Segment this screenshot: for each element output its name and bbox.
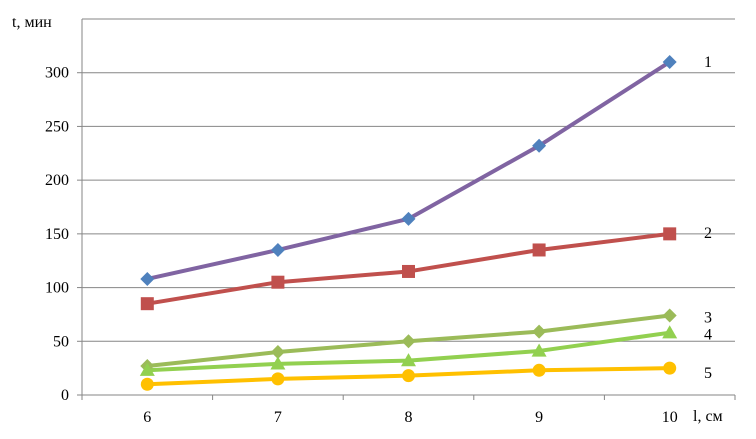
series-labels: 1 2 34 5 bbox=[704, 54, 712, 382]
y-axis-title: t, мин bbox=[12, 14, 52, 31]
data-point-marker bbox=[401, 211, 416, 226]
series-label-1: 1 bbox=[704, 54, 712, 71]
data-point-marker bbox=[663, 227, 677, 241]
y-tick-label: 200 bbox=[45, 172, 69, 189]
x-tick-label: 10 bbox=[662, 409, 678, 426]
axes: 0 50 100 150 200 250 300 6 7 8 9 10 bbox=[45, 19, 736, 426]
data-point-marker bbox=[270, 242, 285, 257]
series-markers bbox=[139, 54, 678, 391]
data-point-marker bbox=[140, 377, 154, 391]
y-tick-label: 0 bbox=[61, 387, 69, 404]
data-point-marker bbox=[532, 324, 547, 339]
data-point-marker bbox=[662, 325, 678, 339]
data-point-marker bbox=[531, 343, 547, 357]
data-point-marker bbox=[140, 297, 154, 311]
x-tick-label: 8 bbox=[405, 409, 413, 426]
series-label-2: 2 bbox=[704, 225, 712, 242]
data-point-marker bbox=[401, 334, 416, 349]
series-label-3: 3 bbox=[704, 310, 712, 327]
x-axis-title: l, см bbox=[693, 408, 723, 425]
data-point-marker bbox=[270, 345, 285, 360]
data-point-marker bbox=[663, 361, 677, 375]
data-point-marker bbox=[140, 271, 155, 286]
data-point-marker bbox=[139, 362, 155, 376]
data-point-marker bbox=[532, 243, 546, 257]
data-point-marker bbox=[532, 363, 546, 377]
y-tick-label: 250 bbox=[45, 118, 69, 135]
data-point-marker bbox=[270, 356, 286, 370]
data-point-marker bbox=[402, 369, 415, 383]
y-tick-label: 150 bbox=[45, 226, 69, 243]
data-point-marker bbox=[401, 353, 416, 367]
data-point-marker bbox=[271, 372, 285, 386]
data-point-marker bbox=[271, 275, 285, 289]
x-tick-label: 6 bbox=[143, 409, 151, 426]
series-label-5: 5 bbox=[704, 365, 712, 382]
gridlines bbox=[82, 18, 735, 342]
data-point-marker bbox=[402, 264, 415, 278]
data-point-marker bbox=[532, 138, 547, 153]
x-tick-label: 9 bbox=[535, 409, 543, 426]
y-tick-label: 50 bbox=[53, 333, 69, 350]
data-point-marker bbox=[662, 308, 677, 323]
y-tick-label: 300 bbox=[45, 65, 69, 82]
data-point-marker bbox=[662, 54, 677, 69]
series-line-1 bbox=[145, 59, 672, 281]
x-tick-label: 7 bbox=[274, 409, 282, 426]
series-label-4: 4 bbox=[704, 327, 712, 344]
y-tick-label: 100 bbox=[45, 280, 69, 297]
